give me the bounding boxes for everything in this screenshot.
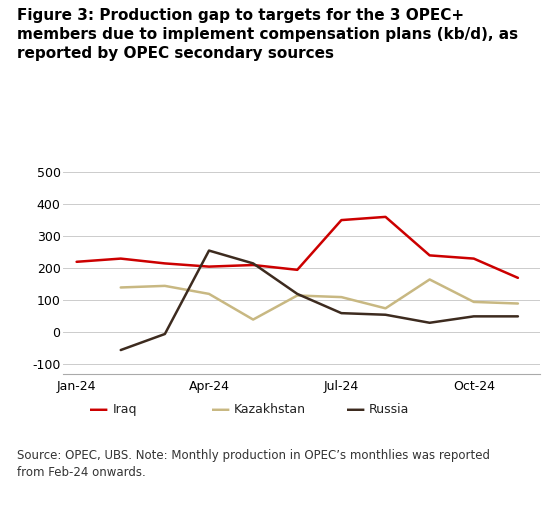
Text: Kazakhstan: Kazakhstan xyxy=(234,403,306,416)
Text: Russia: Russia xyxy=(369,403,409,416)
Text: —: — xyxy=(89,400,109,419)
Text: Iraq: Iraq xyxy=(113,403,137,416)
Text: Source: OPEC, UBS. Note: Monthly production in OPEC’s monthlies was reported
fro: Source: OPEC, UBS. Note: Monthly product… xyxy=(17,449,489,479)
Text: —: — xyxy=(210,400,230,419)
Text: Figure 3: Production gap to targets for the 3 OPEC+
members due to implement com: Figure 3: Production gap to targets for … xyxy=(17,8,517,61)
Text: —: — xyxy=(345,400,365,419)
